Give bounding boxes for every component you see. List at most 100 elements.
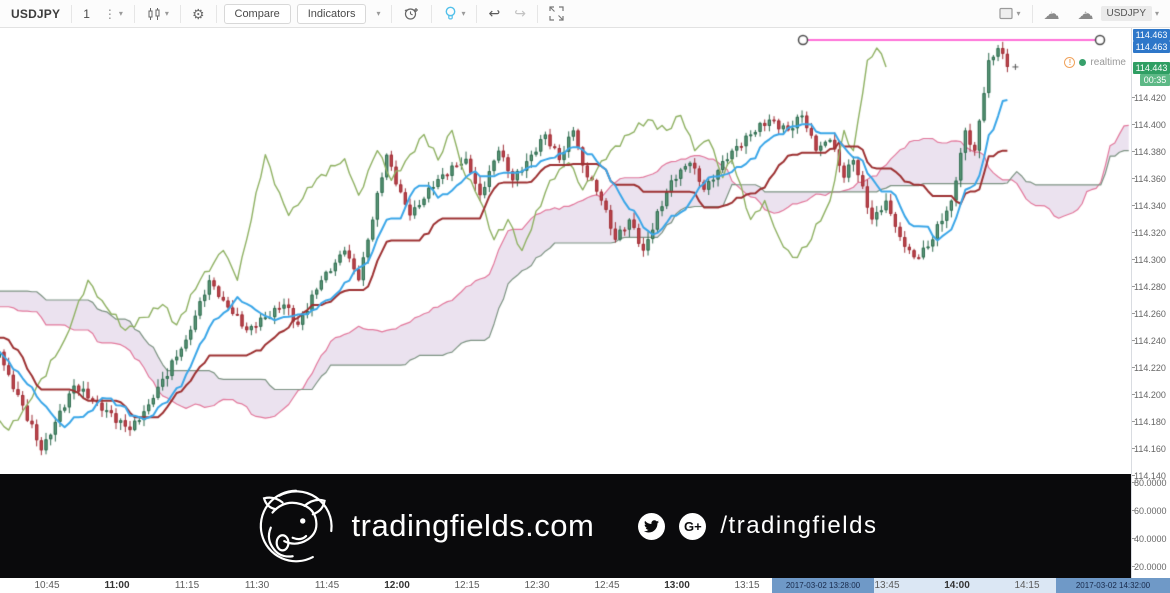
top-toolbar: USDJPY 1 ⋮ ▾ ▾ ⚙ Compare Ind: [0, 0, 1170, 28]
indicators-label: Indicators: [307, 7, 356, 20]
time-tick: 12:30: [524, 580, 550, 591]
indicator-tick: 20.0000: [1132, 562, 1167, 572]
compare-button[interactable]: Compare: [223, 3, 291, 24]
redo-arrow-icon: ↪: [514, 5, 526, 21]
time-tick: 13:00: [664, 580, 690, 591]
chevron-down-icon: ▾: [461, 9, 466, 18]
separator: [391, 4, 393, 23]
watermark-banner: tradingfields.com G+ /tradingfields: [0, 474, 1131, 578]
gear-icon: ⚙: [191, 5, 205, 22]
load-layout-button[interactable]: ☁ ↓: [1037, 1, 1071, 27]
price-tick: 114.140: [1132, 471, 1166, 481]
realtime-label: realtime: [1090, 57, 1126, 68]
time-tick: 13:45: [874, 580, 900, 591]
price-tick: 114.260: [1132, 309, 1166, 319]
cloud-upload-icon: ☁ ↑: [1077, 5, 1094, 23]
symbol-button[interactable]: USDJPY: [4, 1, 67, 27]
range-start-pill: 2017-03-02 13:28:00: [772, 578, 874, 593]
price-tick: 114.380: [1132, 147, 1166, 157]
indicator-tick: 60.0000: [1132, 506, 1167, 516]
measure-price-badge: 114.463: [1133, 29, 1170, 41]
time-tick: 11:15: [174, 580, 200, 591]
price-tick: 114.300: [1132, 255, 1166, 265]
social-handle: /tradingfields: [720, 512, 878, 539]
range-end-pill: 2017-03-02 14:32:00: [1056, 578, 1170, 593]
price-tick: 114.240: [1132, 336, 1166, 346]
indicators-menu-button[interactable]: ▾: [369, 1, 387, 27]
chevron-down-icon: ▾: [376, 9, 381, 18]
time-tick: 10:45: [34, 580, 60, 591]
cloud-download-icon: ☁ ↓: [1043, 5, 1060, 23]
bull-logo-icon: [259, 489, 333, 563]
time-tick: 14:00: [944, 580, 970, 591]
time-tick: 11:30: [244, 580, 270, 591]
time-tick: 11:00: [104, 580, 130, 591]
indicators-button[interactable]: Indicators: [296, 3, 367, 24]
separator: [476, 4, 478, 23]
separator: [179, 4, 181, 23]
interval-button[interactable]: 1: [76, 1, 97, 27]
compare-label: Compare: [234, 7, 280, 20]
chevron-down-icon: ▾: [118, 9, 123, 18]
alert-icon[interactable]: !: [1064, 57, 1076, 68]
interval-menu-button[interactable]: ⋮ ▾: [97, 1, 130, 27]
price-tick: 114.420: [1132, 93, 1166, 103]
separator: [536, 4, 538, 23]
price-tick: 114.340: [1132, 201, 1166, 211]
undo-arrow-icon: ↩: [488, 5, 501, 21]
lightbulb-icon: [446, 6, 456, 20]
ideas-button[interactable]: ▾: [436, 1, 472, 27]
chart-properties-button[interactable]: ⚙: [185, 1, 212, 27]
price-tick: 114.180: [1132, 417, 1166, 427]
layout-select-button[interactable]: ▾: [991, 1, 1028, 27]
undo-button[interactable]: ↩: [481, 1, 507, 27]
price-tick: 114.220: [1132, 363, 1166, 373]
realtime-status-dot-icon: [1079, 59, 1087, 66]
price-tick: 114.320: [1132, 228, 1166, 238]
save-layout-button[interactable]: ☁ ↑ USDJPY ▾: [1071, 1, 1166, 27]
site-name: tradingfields.com: [351, 508, 595, 543]
price-tick: 114.360: [1132, 174, 1166, 184]
layout-name-chip: USDJPY: [1100, 6, 1152, 21]
toolbar-right-group: ▾ ☁ ↓ ☁ ↑ USDJPY ▾: [991, 1, 1166, 27]
separator: [215, 4, 217, 23]
time-axis[interactable]: 10:45 11:00 11:15 11:30 11:45 12:00 12:15 12:30…: [0, 578, 1170, 593]
measure-price-badge: 114.463: [1133, 41, 1170, 53]
chevron-down-icon: ▾: [1154, 9, 1159, 18]
add-alert-button[interactable]: [396, 1, 427, 27]
indicator-tick: 40.0000: [1132, 534, 1167, 544]
price-tick: 114.160: [1132, 444, 1166, 454]
price-tick: 114.280: [1132, 282, 1166, 292]
layout-grid-icon: [998, 7, 1013, 20]
chevron-down-icon: ▾: [1016, 9, 1021, 18]
chevron-down-icon: ▾: [164, 9, 169, 18]
separator: [133, 4, 135, 23]
last-price-badge: 114.443: [1133, 62, 1170, 74]
time-tick: 12:00: [384, 580, 410, 591]
fullscreen-button[interactable]: [542, 1, 571, 27]
price-tick: 114.400: [1132, 120, 1166, 130]
separator: [431, 4, 433, 23]
alarm-clock-plus-icon: [405, 8, 419, 20]
separator: [1031, 4, 1033, 23]
price-tick: 114.200: [1132, 390, 1166, 400]
realtime-legend: ! realtime: [1064, 57, 1126, 68]
indicator-tick: 80.0000: [1132, 478, 1167, 488]
separator: [71, 4, 73, 23]
time-tick: 12:15: [454, 580, 480, 591]
symbol-label: USDJPY: [11, 6, 61, 21]
fullscreen-icon: [549, 6, 564, 21]
interval-label: 1: [83, 6, 90, 21]
twitter-icon: [638, 512, 666, 540]
time-tick: 13:15: [734, 580, 760, 591]
time-tick: 11:45: [314, 580, 340, 591]
chart-style-button[interactable]: ▾: [139, 1, 176, 27]
redo-button[interactable]: ↪: [507, 1, 533, 27]
candlestick-icon: [148, 7, 160, 20]
time-tick: 14:15: [1014, 580, 1040, 591]
chart-area: ! realtime 114.463 114.463 114.443 00:35…: [0, 28, 1170, 593]
price-axis[interactable]: 114.463 114.463 114.443 00:35 114.420 114…: [1131, 28, 1170, 593]
time-tick: 12:45: [594, 580, 620, 591]
bar-countdown-badge: 00:35: [1140, 74, 1170, 86]
